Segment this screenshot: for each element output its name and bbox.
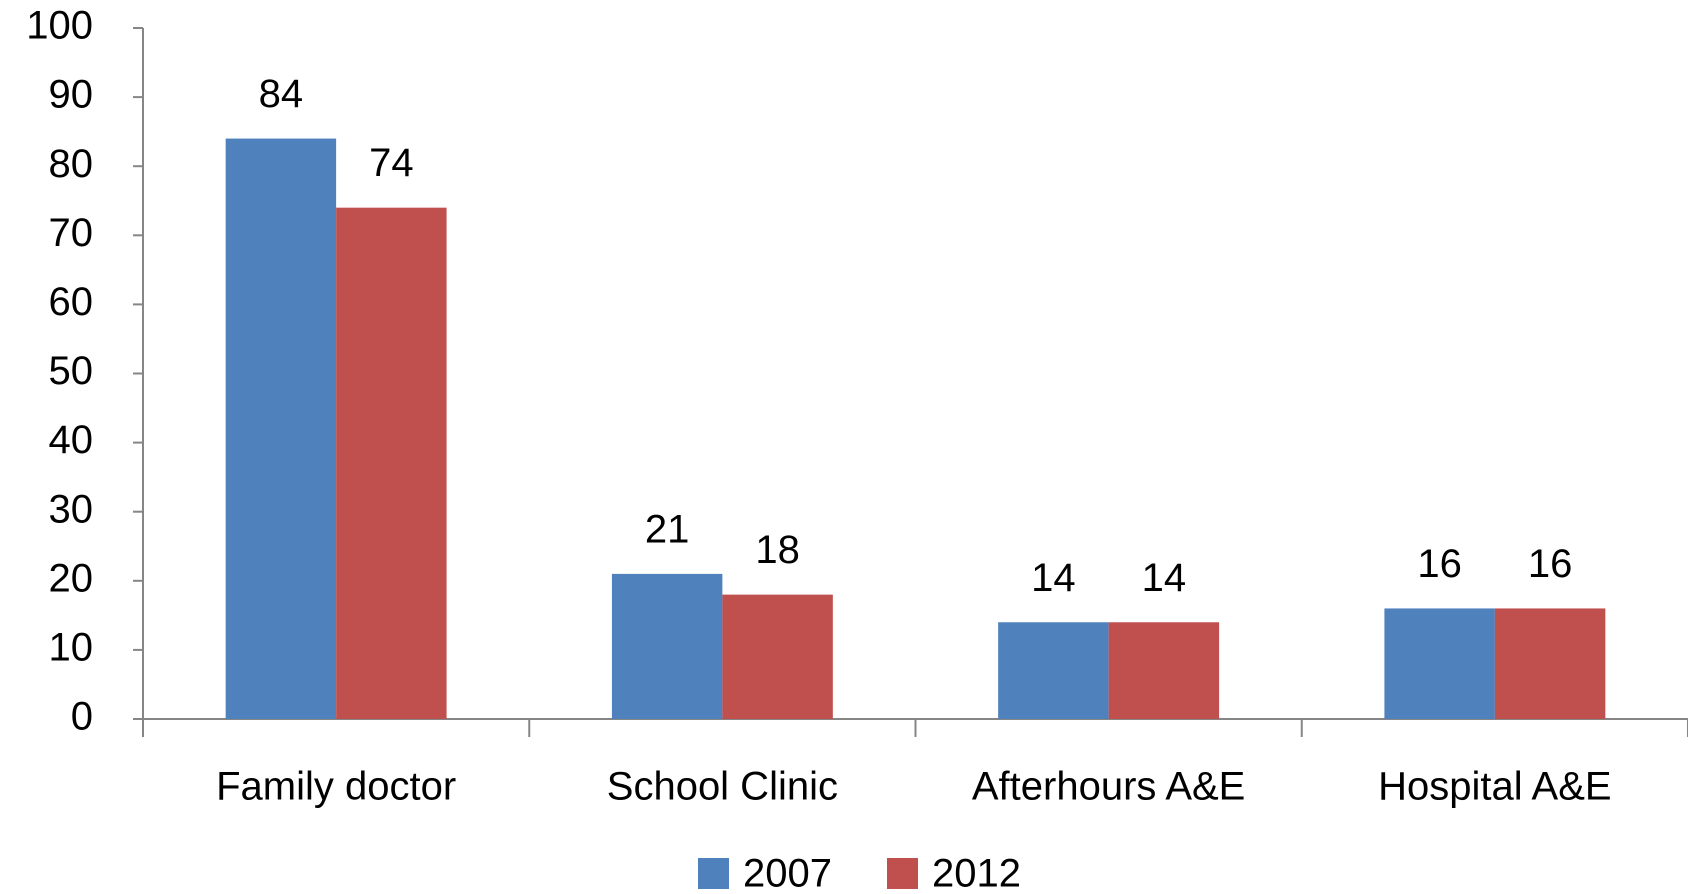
bar xyxy=(611,573,723,719)
bar xyxy=(1494,608,1606,719)
value-label: 21 xyxy=(645,507,690,551)
value-label: 14 xyxy=(1031,556,1076,600)
x-tick-label: Afterhours A&E xyxy=(972,765,1245,809)
value-label: 16 xyxy=(1528,542,1573,586)
y-tick-label: 10 xyxy=(49,625,94,669)
legend-swatch xyxy=(887,858,918,889)
x-tick-label: Family doctor xyxy=(216,765,456,809)
y-tick-label: 30 xyxy=(49,487,94,531)
y-tick-label: 90 xyxy=(49,73,94,117)
value-label: 14 xyxy=(1142,556,1187,600)
value-label: 74 xyxy=(369,141,414,185)
legend-swatch xyxy=(698,858,729,889)
bar xyxy=(336,207,447,719)
y-tick-label: 40 xyxy=(49,418,94,462)
x-tick-label: School Clinic xyxy=(607,765,838,809)
y-tick-label: 50 xyxy=(49,349,94,393)
value-label: 84 xyxy=(259,72,304,116)
legend-label: 2012 xyxy=(932,852,1021,894)
value-label: 18 xyxy=(755,528,800,572)
y-tick-label: 20 xyxy=(49,556,94,600)
bar xyxy=(1108,622,1220,719)
x-tick-label: Hospital A&E xyxy=(1378,765,1611,809)
y-tick-label: 80 xyxy=(49,142,94,186)
y-tick-label: 60 xyxy=(49,280,94,324)
bar xyxy=(1384,608,1495,719)
value-label: 16 xyxy=(1417,542,1462,586)
y-tick-label: 100 xyxy=(26,4,93,48)
y-tick-label: 70 xyxy=(49,211,94,255)
bar xyxy=(998,622,1109,719)
bar xyxy=(722,594,833,719)
legend-label: 2007 xyxy=(743,852,832,894)
y-tick-label: 0 xyxy=(71,695,93,739)
bar xyxy=(225,138,337,719)
